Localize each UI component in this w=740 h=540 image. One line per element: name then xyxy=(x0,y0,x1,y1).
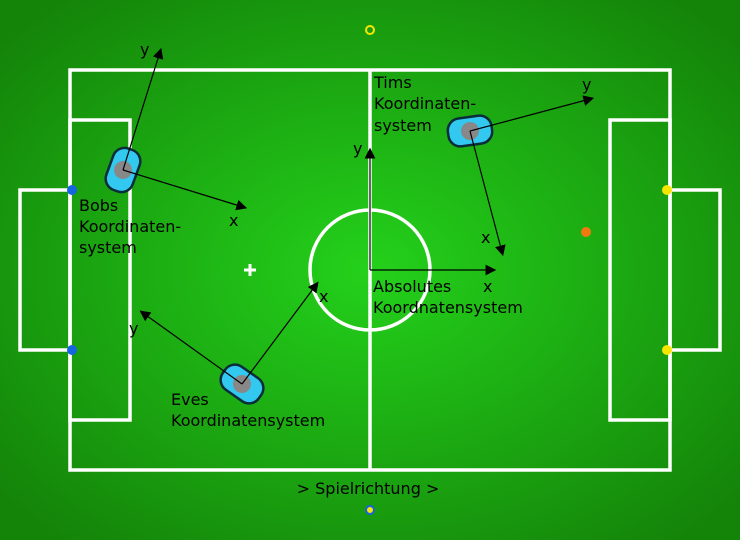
tim-x-axis xyxy=(469,130,506,257)
right-goal xyxy=(670,188,722,352)
goal-post-right-top xyxy=(662,185,672,195)
bob-y-label: y xyxy=(140,40,149,59)
bob-x-label: x xyxy=(229,211,238,230)
play-direction-label: > Spielrichtung > xyxy=(297,479,440,498)
absolute-label-line1: Absolutes xyxy=(373,277,451,296)
tim-y-axis xyxy=(469,95,595,132)
tim-label: Tims Koordinaten- system xyxy=(373,73,476,135)
goal-post-left-bottom xyxy=(67,345,77,355)
top-marker xyxy=(365,25,375,35)
plus-icon xyxy=(244,264,256,276)
bob-label: Bobs Koordinaten- system xyxy=(79,196,181,257)
absolute-y-label: y xyxy=(353,139,362,158)
bottom-marker xyxy=(365,505,375,515)
eve-label: Eves Koordinatensystem xyxy=(171,390,325,430)
ball-icon xyxy=(581,227,591,237)
tim-y-label: y xyxy=(582,75,591,94)
eve-label-line1: Eves xyxy=(171,390,209,409)
bob-label-line1: Bobs xyxy=(79,196,118,215)
eve-label-line2: Koordinatensystem xyxy=(171,411,325,430)
tim-label-line1: Tims xyxy=(373,73,412,92)
left-goal xyxy=(18,188,70,352)
tim-robot xyxy=(446,95,595,257)
goal-post-right-bottom xyxy=(662,345,672,355)
eve-y-label: y xyxy=(129,319,138,338)
bob-label-line2: Koordinaten- xyxy=(79,217,181,236)
tim-x-label: x xyxy=(481,228,490,247)
field-lines xyxy=(18,68,722,472)
left-penalty-area xyxy=(68,118,132,422)
tim-label-line2: Koordinaten- xyxy=(374,94,476,113)
eve-x-axis xyxy=(241,281,319,385)
absolute-coordinate-system xyxy=(364,147,497,276)
right-penalty-area xyxy=(608,118,672,422)
goal-post-left-top xyxy=(67,185,77,195)
bob-robot xyxy=(104,47,248,211)
absolute-x-label: x xyxy=(483,277,492,296)
eve-y-axis xyxy=(139,310,243,385)
bob-x-axis xyxy=(122,169,248,211)
absolute-label: Absolutes Koordnatensystem xyxy=(373,277,523,317)
bob-y-axis xyxy=(122,47,164,171)
tim-label-line3: system xyxy=(374,116,432,135)
eve-x-label: x xyxy=(319,287,328,306)
eve-robot xyxy=(139,281,319,405)
bob-label-line3: system xyxy=(79,238,137,257)
absolute-label-line2: Koordnatensystem xyxy=(373,298,523,317)
